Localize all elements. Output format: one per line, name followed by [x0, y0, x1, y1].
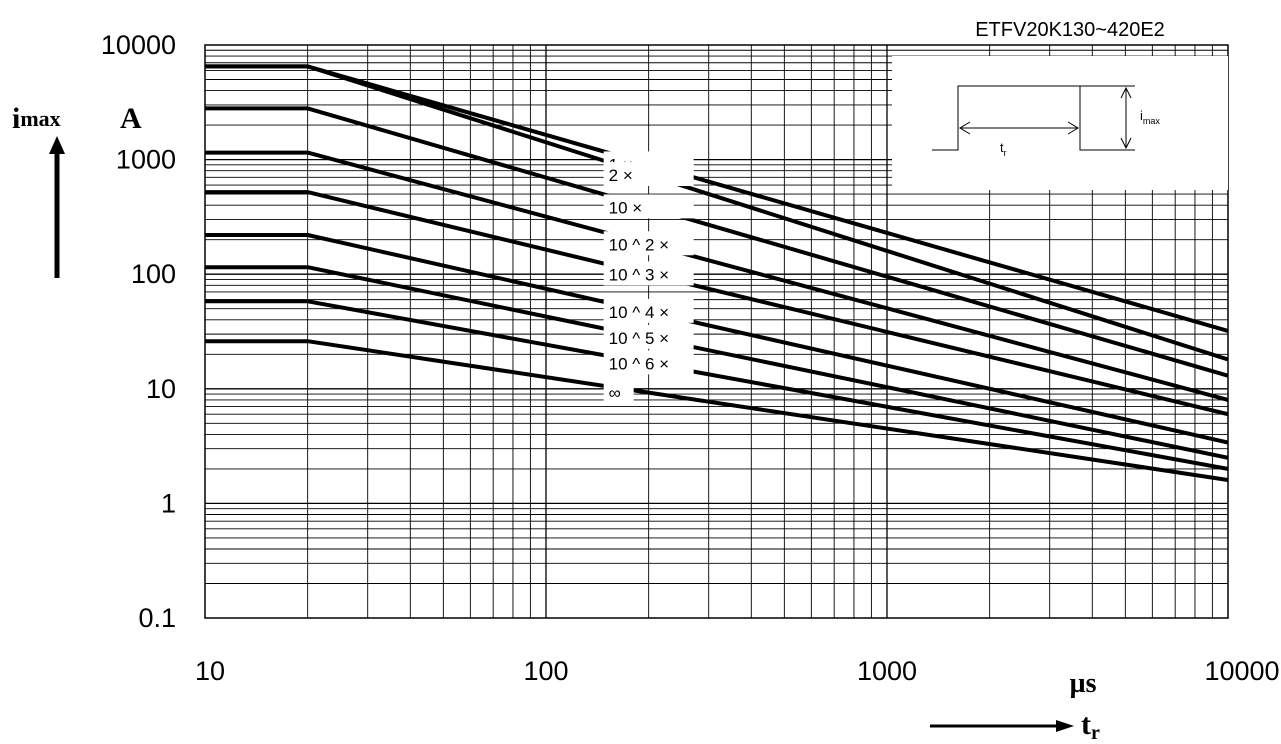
- series-line: [205, 299, 1228, 471]
- curve-label: 10 ^ 6 ×: [609, 354, 669, 373]
- curve-label: ∞: [609, 384, 621, 403]
- curve-label: 10 ^ 3 ×: [609, 265, 669, 284]
- series-group: [205, 64, 1228, 482]
- curve-label: 10 ^ 5 ×: [609, 329, 669, 348]
- x-tick-label: 10000: [1204, 656, 1279, 686]
- y-axis-symbol: imax: [12, 102, 61, 135]
- y-tick-labels: 10000 1000 100 10 1 0.1: [101, 30, 176, 633]
- y-tick-label: 1: [161, 488, 176, 518]
- x-tick-label: 100: [523, 656, 568, 686]
- curve-label-background: [603, 261, 694, 286]
- inset-imax-label: imax: [1140, 108, 1160, 126]
- x-axis-unit: µs: [1069, 668, 1096, 699]
- curve-label-background: [603, 379, 634, 404]
- y-tick-label: 1000: [116, 145, 176, 175]
- x-axis-label: tr: [930, 708, 1100, 744]
- y-axis-arrow-head: [49, 136, 65, 154]
- curve-label: 2 ×: [609, 166, 633, 185]
- x-tick-label: 1000: [857, 656, 917, 686]
- y-axis-unit: A: [120, 102, 142, 135]
- imax-arrow-bottom-head: [1120, 137, 1132, 150]
- series-line: [205, 106, 1228, 378]
- curve-label: 10 ×: [609, 198, 643, 217]
- series-line: [205, 190, 1228, 417]
- curve-label: 10 ^ 4 ×: [609, 303, 669, 322]
- y-axis-label: imax A: [12, 102, 142, 278]
- series-line: [205, 233, 1228, 445]
- series-line: [205, 150, 1228, 402]
- x-tick-labels: 10 100 1000 10000: [195, 656, 1280, 686]
- curve-label-background: [603, 194, 694, 219]
- y-tick-label: 10000: [101, 30, 176, 60]
- curve-label-background: [603, 298, 694, 323]
- imax-arrow-top-head: [1120, 86, 1132, 99]
- curve-labels: 1 ×2 ×10 ×10 ^ 2 ×10 ^ 3 ×10 ^ 4 ×10 ^ 5…: [603, 151, 694, 404]
- x-axis-arrow-head: [1056, 720, 1074, 732]
- y-tick-label: 10: [146, 374, 176, 404]
- plot-frame: [204, 44, 1229, 619]
- curve-label-background: [603, 231, 694, 256]
- series-line: [205, 64, 1228, 362]
- pulse-inset: tr imax: [892, 56, 1228, 190]
- x-axis-symbol: tr: [1081, 708, 1100, 744]
- y-tick-label: 0.1: [138, 603, 176, 633]
- curve-label-background: [603, 162, 694, 187]
- series-line: [205, 265, 1228, 460]
- tr-arrow-left-head: [959, 121, 971, 135]
- inset-background: [892, 56, 1228, 190]
- chart-title: ETFV20K130~420E2: [975, 19, 1165, 41]
- tr-arrow-right-head: [1067, 121, 1079, 135]
- x-tick-label: 10: [195, 656, 225, 686]
- inset-tr-label: tr: [1000, 140, 1007, 158]
- y-tick-label: 100: [131, 259, 176, 289]
- curve-label-background: [603, 324, 694, 349]
- curve-label-background: [603, 350, 694, 375]
- curve-label: 10 ^ 2 ×: [609, 235, 669, 254]
- series-line: [205, 339, 1228, 482]
